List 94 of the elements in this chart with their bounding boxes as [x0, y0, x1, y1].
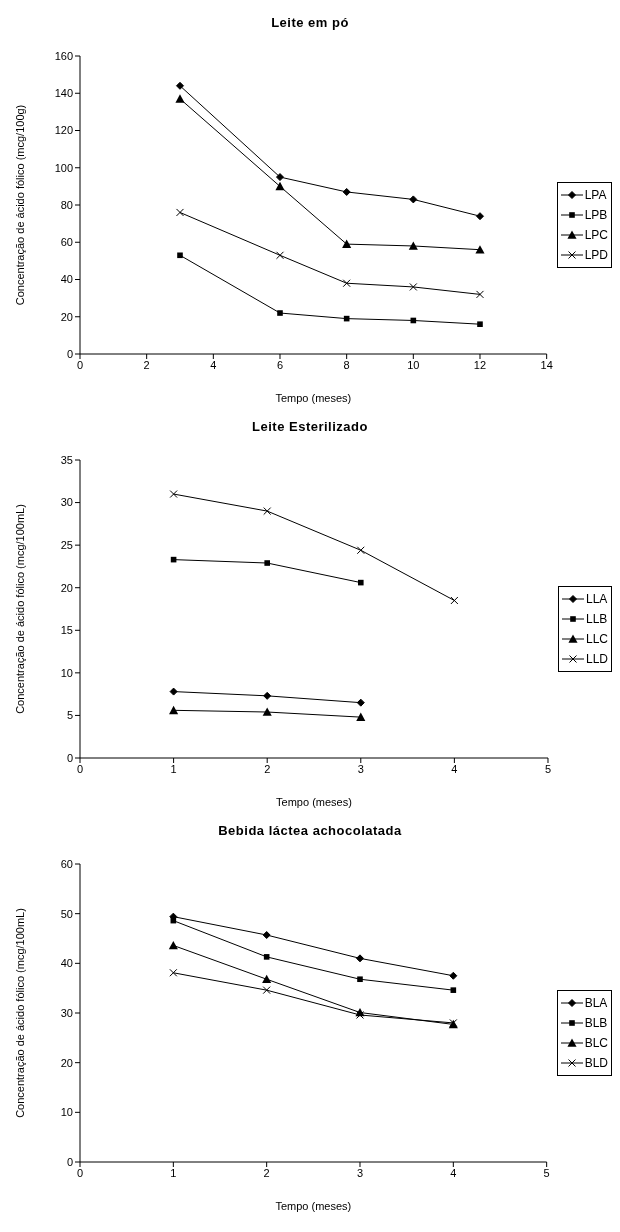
x-tick-label: 12: [473, 358, 487, 371]
x-tick-label: 8: [343, 358, 350, 371]
y-tick-label: 0: [66, 347, 73, 360]
y-tick-label: 120: [54, 124, 73, 137]
y-tick-label: 100: [54, 161, 73, 174]
legend-label: BLD: [584, 1056, 608, 1070]
point: [477, 321, 483, 327]
point: [355, 954, 364, 963]
legend-label: LLD: [585, 652, 608, 666]
y-tick-label: 15: [60, 624, 73, 637]
y-tick-label: 10: [60, 1106, 73, 1119]
y-tick-label: 20: [60, 310, 73, 323]
point: [342, 239, 352, 248]
x-tick-label: 4: [450, 1166, 457, 1179]
legend-label: LPA: [584, 188, 607, 202]
y-tick-label: 60: [60, 236, 73, 249]
x-tick-label: 10: [407, 358, 420, 371]
x-tick-label: 4: [210, 358, 217, 371]
x-tick-label: 4: [451, 762, 458, 775]
x-tick-label: 1: [170, 1166, 177, 1179]
point: [275, 181, 285, 191]
chart-title: Leite em pó: [270, 14, 350, 32]
x-tick-label: 1: [170, 762, 177, 775]
x-tick-label: 2: [264, 762, 271, 775]
point: [356, 698, 365, 707]
y-tick-label: 160: [54, 49, 73, 62]
y-axis-title: Concentração de ácido fólico (mcg/100g): [13, 104, 26, 306]
point: [342, 187, 351, 196]
legend-label: LPD: [584, 248, 608, 262]
point: [262, 931, 271, 940]
point: [168, 940, 178, 950]
x-tick-label: 0: [76, 1166, 84, 1179]
legend-label: LLC: [585, 632, 608, 646]
y-tick-label: 20: [60, 1056, 73, 1069]
legend-label: BLA: [584, 996, 608, 1010]
y-axis-title: Concentração de ácido fólico (mcg/100mL): [13, 908, 26, 1118]
legend-label: LLB: [585, 612, 608, 626]
x-tick-label: 2: [263, 1166, 270, 1179]
x-axis-title: Tempo (meses): [275, 392, 352, 404]
point: [475, 245, 485, 254]
x-tick-label: 14: [540, 358, 553, 371]
x-tick-label: 3: [357, 762, 364, 775]
point: [450, 987, 457, 993]
point: [357, 976, 363, 983]
point: [263, 691, 272, 700]
y-tick-label: 35: [60, 453, 73, 466]
point: [263, 954, 270, 960]
point: [357, 579, 364, 586]
point: [177, 252, 183, 259]
chart-title: Leite Esterilizado: [251, 418, 369, 436]
x-tick-label: 2: [143, 358, 150, 371]
chart-title: Bebida láctea achocolatada: [217, 822, 403, 840]
y-tick-label: 30: [60, 1006, 73, 1019]
legend-label: BLC: [584, 1036, 608, 1050]
point: [408, 241, 418, 250]
point: [356, 712, 366, 721]
x-tick-label: 0: [76, 358, 84, 371]
point: [169, 705, 179, 715]
x-tick-label: 3: [356, 1166, 364, 1179]
y-tick-label: 40: [60, 957, 73, 970]
point: [175, 94, 185, 103]
y-tick-label: 140: [54, 87, 73, 100]
y-tick-label: 0: [66, 751, 73, 764]
x-tick-label: 0: [76, 762, 84, 775]
point: [264, 560, 270, 566]
y-tick-label: 30: [60, 496, 73, 509]
x-tick-label: 6: [276, 358, 284, 371]
y-axis-title: Concentração de ácido fólico (mcg/100mL): [13, 504, 26, 714]
point: [409, 195, 418, 204]
point: [169, 687, 178, 696]
point: [449, 971, 458, 980]
legend-label: LPB: [584, 208, 608, 222]
y-tick-label: 10: [60, 666, 73, 679]
x-tick-label: 5: [543, 1166, 550, 1179]
point: [262, 707, 272, 716]
legend-label: LPC: [584, 228, 608, 242]
point: [276, 173, 284, 182]
point: [475, 212, 484, 221]
y-tick-label: 25: [60, 539, 73, 552]
point: [277, 310, 283, 316]
y-tick-label: 40: [60, 273, 73, 286]
x-axis-title: Tempo (meses): [275, 1200, 352, 1212]
x-axis-title: Tempo (meses): [276, 796, 352, 808]
legend-label: BLB: [584, 1016, 608, 1030]
y-tick-label: 20: [60, 581, 73, 594]
point: [176, 81, 184, 90]
y-tick-label: 80: [60, 198, 73, 211]
point: [262, 974, 272, 984]
legend-label: LLA: [585, 592, 608, 606]
y-tick-label: 60: [60, 857, 73, 870]
y-tick-label: 5: [66, 709, 73, 722]
y-tick-label: 50: [60, 907, 73, 920]
x-tick-label: 5: [544, 762, 552, 775]
y-tick-label: 0: [66, 1155, 73, 1168]
